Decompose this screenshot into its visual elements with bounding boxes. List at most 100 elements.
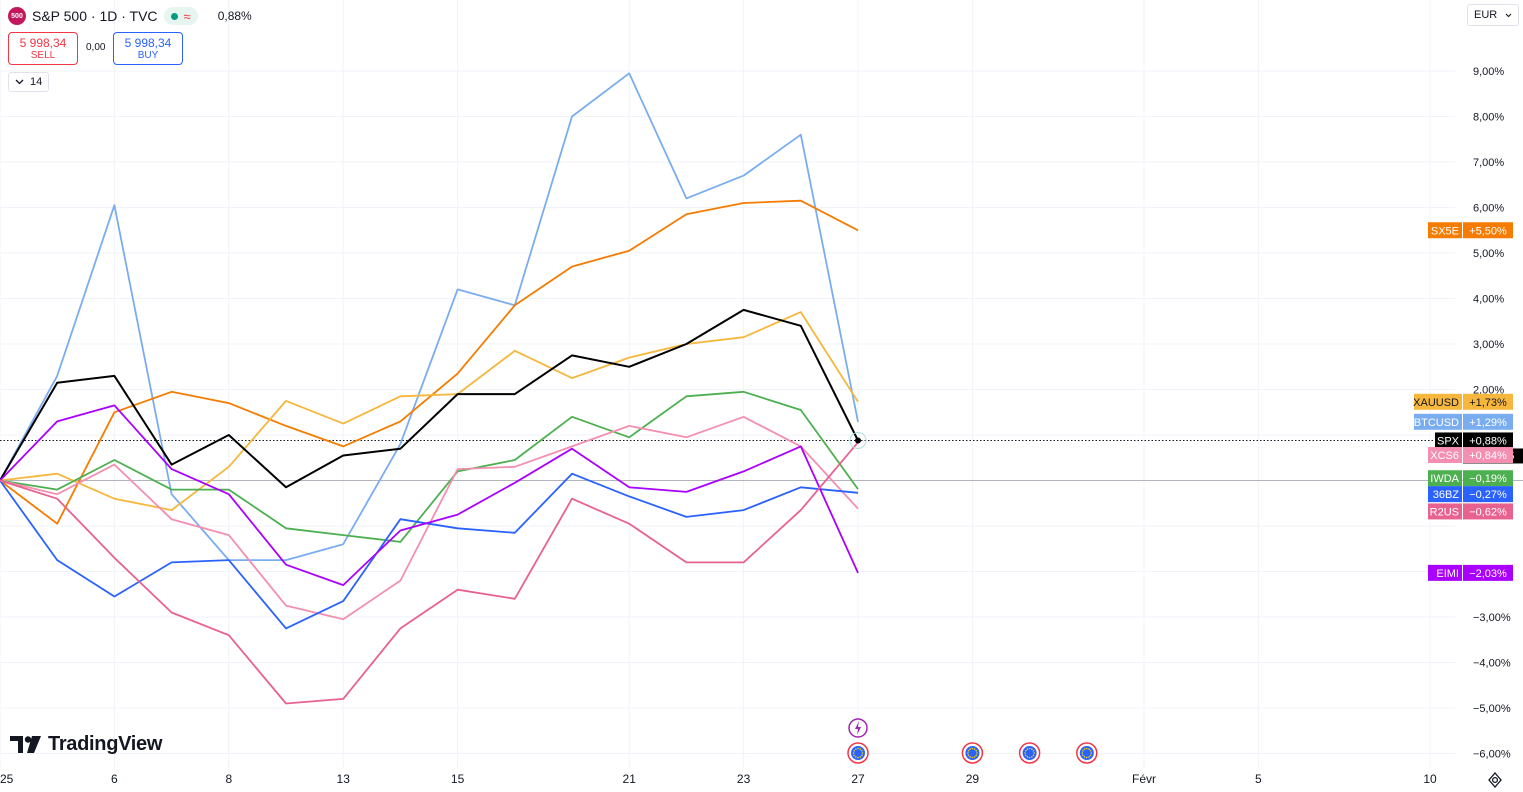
- series-line-btcusd: [0, 72, 859, 561]
- eu-flag-star: [1089, 749, 1092, 752]
- x-axis: 25 6 8 13 15 21 23 27 29 Févr 5 10: [0, 772, 1437, 786]
- x-tick-label: 27: [851, 772, 865, 786]
- price-label-value: −0,19%: [1469, 473, 1507, 485]
- price-label-value: −0,62%: [1469, 506, 1507, 518]
- y-tick-label: −5,00%: [1473, 703, 1511, 715]
- eu-flag-star: [853, 749, 855, 752]
- eu-flag-star: [1031, 748, 1033, 750]
- eu-flag-star: [857, 756, 859, 759]
- x-tick-label: 23: [737, 772, 751, 786]
- y-tick-label: 4,00%: [1473, 294, 1504, 306]
- price-label-name-bg: [1435, 432, 1462, 449]
- tradingview-wordmark: TradingView: [48, 733, 163, 755]
- indicators-toggle-button[interactable]: 14: [8, 72, 50, 92]
- price-label-value: +0,84%: [1469, 450, 1507, 462]
- y-tick-label: 8,00%: [1473, 112, 1504, 124]
- price-label-name: IWDA: [1430, 473, 1459, 485]
- sell-button[interactable]: 5 998,34 SELL: [8, 32, 78, 65]
- buy-button[interactable]: 5 998,34 BUY: [113, 32, 183, 65]
- event-markers[interactable]: [847, 718, 1098, 764]
- eu-flag-star: [967, 752, 969, 754]
- y-tick-label: 6,00%: [1473, 203, 1504, 215]
- eu-flag-disc: [1022, 746, 1037, 760]
- x-tick-label: 10: [1423, 772, 1437, 786]
- y-tick-label: −4,00%: [1473, 658, 1511, 670]
- eu-flag-star: [853, 754, 855, 757]
- x-tick-label: 29: [966, 772, 980, 786]
- eu-flag-star: [1083, 748, 1086, 750]
- series-line-r2us: [0, 441, 859, 705]
- series-line-sx5e: [0, 199, 859, 525]
- y-tick-label: 5,00%: [1473, 248, 1504, 260]
- tradingview-logo[interactable]: TradingView: [10, 733, 162, 756]
- series-line-eimi: [0, 404, 859, 586]
- price-label-name: 36BZ: [1433, 489, 1460, 501]
- eu-flag-disc: [1079, 746, 1094, 760]
- price-label-value-bg: [1463, 222, 1513, 239]
- eu-flag-star: [1089, 754, 1092, 757]
- eu-flag-star: [859, 756, 862, 758]
- series-line-xcs6: [0, 415, 859, 621]
- price-label-name: BTCUSD: [1414, 417, 1459, 429]
- eu-flag-event-icon[interactable]: [961, 742, 984, 764]
- price-label-r2us: R2US −0,62%: [1428, 503, 1513, 520]
- symbol-header: 500 S&P 500 · 1D · TVC ≈ 0,88%: [8, 6, 252, 26]
- price-label-name-bg: [1414, 393, 1462, 410]
- change-percent: 0,88%: [217, 9, 252, 23]
- price-label-xcs6: XCS6 +0,84%: [1428, 447, 1513, 464]
- eu-flag-event-icon[interactable]: [1018, 742, 1041, 764]
- last-point-halo: [849, 431, 867, 449]
- x-tick-label: 6: [111, 772, 118, 786]
- eu-flag-star: [1082, 754, 1084, 757]
- price-label-value-bg: [1463, 447, 1513, 464]
- eu-flag-star: [1090, 752, 1093, 754]
- eu-flag-event-icon[interactable]: [1076, 742, 1098, 764]
- axis-settings-icon[interactable]: [1486, 771, 1504, 789]
- price-label-name-bg: [1428, 486, 1462, 503]
- eu-flag-star: [854, 748, 857, 750]
- price-label-iwda: IWDA −0,19%: [1428, 470, 1513, 487]
- eu-flag-event-icon[interactable]: [847, 742, 869, 764]
- eu-flag-star: [967, 754, 970, 757]
- eu-flag-star: [967, 749, 970, 752]
- price-label-value: +5,50%: [1469, 225, 1507, 237]
- y-tick-label: 3,00%: [1473, 339, 1504, 351]
- eu-flag-star: [1086, 756, 1088, 759]
- price-label-eimi: EIMI −2,03%: [1428, 564, 1513, 581]
- eu-flag-star: [975, 754, 978, 757]
- x-tick-label: 5: [1255, 772, 1262, 786]
- eu-flag-star: [973, 756, 976, 758]
- price-label-name-bg: [1428, 222, 1462, 239]
- price-label-sx5e: SX5E +5,50%: [1428, 222, 1513, 239]
- spread-value: 0,00: [86, 42, 106, 53]
- price-label-value: +1,73%: [1469, 397, 1507, 409]
- price-label-value: −2,03%: [1469, 568, 1507, 580]
- eu-flag-star: [1026, 756, 1029, 758]
- x-tick-label: 25: [0, 772, 14, 786]
- eu-flag-star: [854, 756, 857, 758]
- price-label-xauusd: XAUUSD +1,73%: [1413, 393, 1513, 410]
- eu-flag-star: [971, 747, 974, 750]
- y-tick-label: 7,00%: [1473, 157, 1504, 169]
- price-label-name: SPX: [1437, 435, 1460, 447]
- eu-flag-star: [859, 748, 862, 750]
- last-point-dot: [855, 437, 861, 444]
- eu-flag-star: [857, 747, 859, 750]
- earnings-lightning-icon[interactable]: [848, 718, 868, 738]
- price-label-name: SX5E: [1431, 225, 1459, 237]
- chart-grid: [0, 0, 1523, 768]
- eu-flag-star: [975, 749, 978, 752]
- x-tick-label: 8: [225, 772, 232, 786]
- eu-flag-star: [1088, 756, 1090, 758]
- eu-flag-star: [852, 752, 855, 754]
- x-tick-label: 15: [451, 772, 465, 786]
- market-status[interactable]: ≈: [163, 7, 198, 25]
- chevron-down-icon: [15, 79, 24, 85]
- price-label-value-bg: [1463, 564, 1513, 581]
- price-label-name-bg: [1428, 447, 1462, 464]
- currency-select[interactable]: EUR: [1467, 4, 1519, 26]
- symbol-title[interactable]: S&P 500 · 1D · TVC: [32, 8, 158, 24]
- series-line-xauusd: [0, 311, 859, 511]
- series-line-spx: [0, 308, 859, 489]
